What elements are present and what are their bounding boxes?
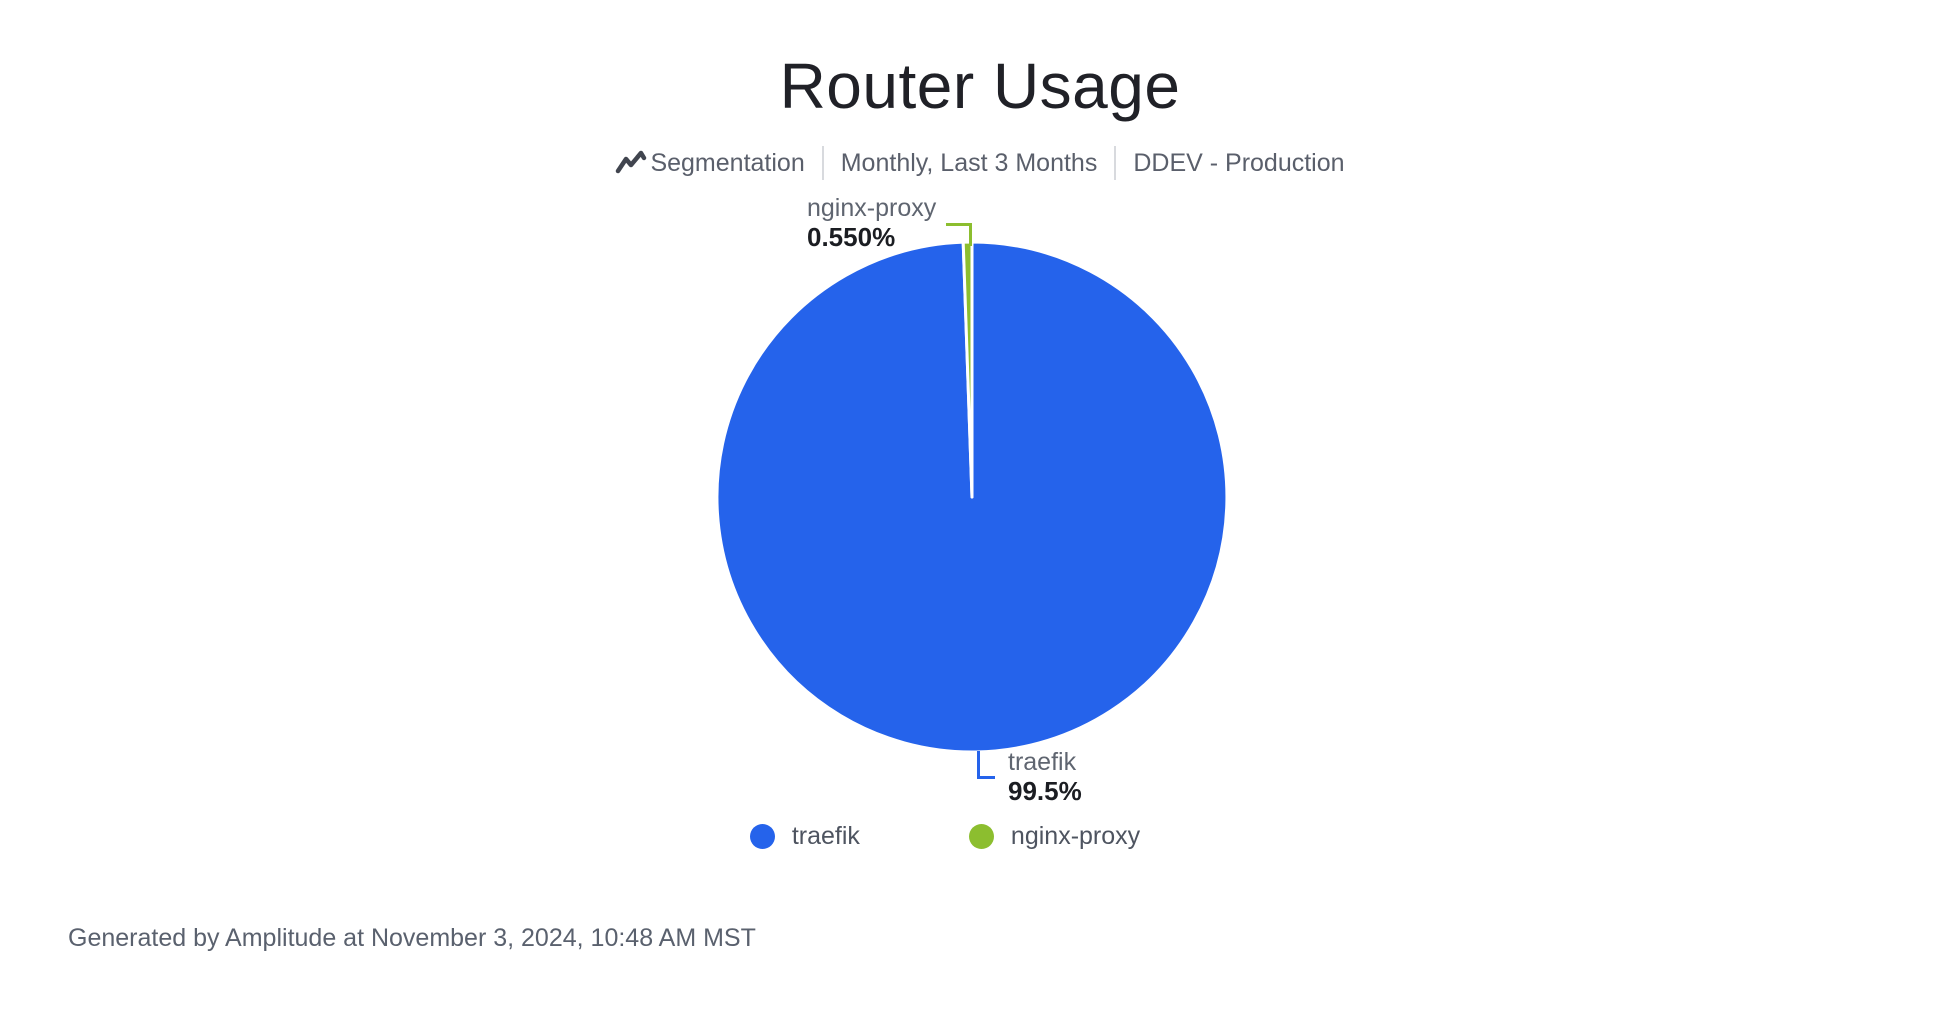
slice-label-percent: 99.5% xyxy=(1008,776,1082,806)
legend-label: traefik xyxy=(791,822,860,850)
callout-line-nginx-proxy xyxy=(946,223,972,246)
slice-label-nginx-proxy: nginx-proxy 0.550% xyxy=(807,194,936,252)
slice-label-traefik: traefik 99.5% xyxy=(1008,748,1082,806)
legend-item-traefik[interactable]: traefik xyxy=(749,822,860,851)
legend-dot-nginx-proxy xyxy=(968,824,994,849)
footer-note: Generated by Amplitude at November 3, 20… xyxy=(68,924,756,952)
legend-item-nginx-proxy[interactable]: nginx-proxy xyxy=(968,822,1141,851)
slice-label-name: nginx-proxy xyxy=(807,194,937,222)
subtitle-divider xyxy=(1114,146,1117,180)
legend: traefik nginx-proxy xyxy=(0,822,1890,851)
legend-label: nginx-proxy xyxy=(1010,822,1141,850)
chart-type: Segmentation xyxy=(615,148,805,178)
line-chart-icon xyxy=(615,150,647,176)
page-title: Router Usage xyxy=(779,50,1181,122)
legend-dot-traefik xyxy=(749,824,775,849)
subtitle-divider xyxy=(821,146,824,180)
subtitle-bar: Segmentation Monthly, Last 3 Months DDEV… xyxy=(0,146,1960,180)
chart-type-label: Segmentation xyxy=(650,148,805,177)
interval-range-label: Monthly, Last 3 Months xyxy=(840,148,1098,177)
pie-chart-area xyxy=(714,239,1230,755)
project-label: DDEV - Production xyxy=(1133,148,1345,177)
slice-label-percent: 0.550% xyxy=(807,222,896,252)
callout-line-traefik xyxy=(977,751,995,779)
pie-chart[interactable] xyxy=(714,239,1230,755)
slice-label-name: traefik xyxy=(1008,748,1077,776)
